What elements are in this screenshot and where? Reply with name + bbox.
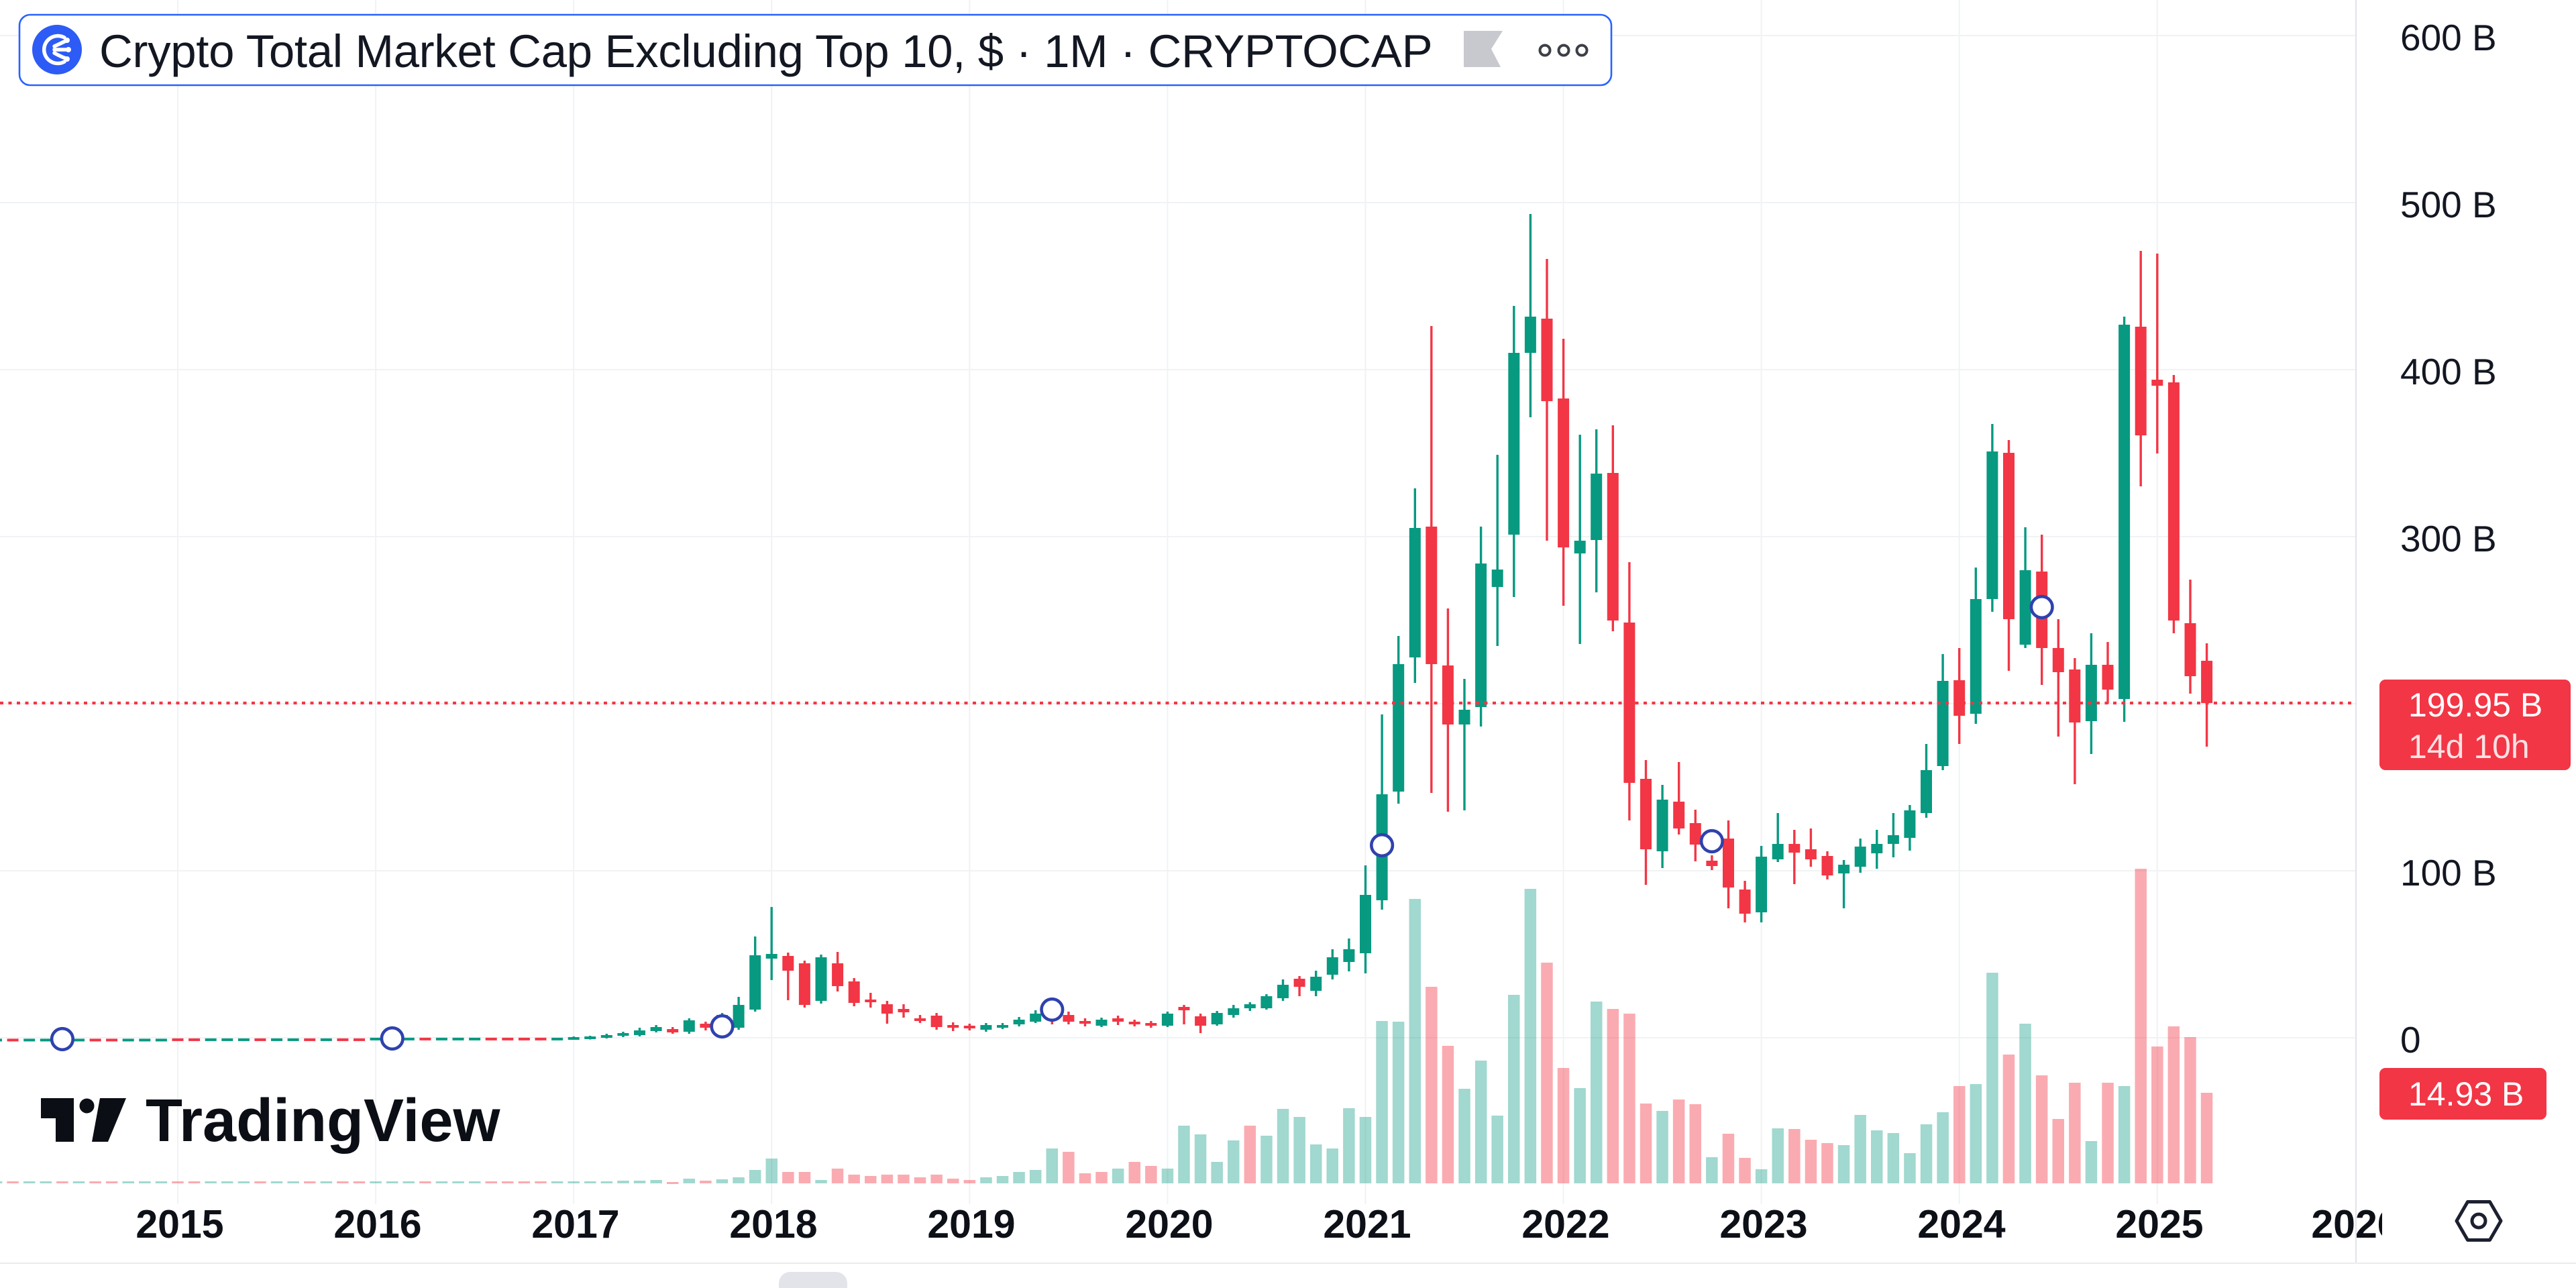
svg-text:0: 0 bbox=[2400, 1019, 2421, 1061]
svg-text:2015: 2015 bbox=[136, 1202, 223, 1246]
svg-text:TradingView: TradingView bbox=[146, 1087, 500, 1155]
svg-text:300 B: 300 B bbox=[2400, 518, 2497, 559]
svg-text:100 B: 100 B bbox=[2400, 852, 2497, 894]
svg-text:400 B: 400 B bbox=[2400, 351, 2497, 392]
svg-text:2022: 2022 bbox=[1521, 1202, 1609, 1246]
svg-text:2023: 2023 bbox=[1719, 1202, 1807, 1246]
svg-text:199.95 B: 199.95 B bbox=[2408, 686, 2542, 724]
svg-text:2016: 2016 bbox=[333, 1202, 421, 1246]
svg-text:500 B: 500 B bbox=[2400, 184, 2497, 225]
svg-text:14.93 B: 14.93 B bbox=[2408, 1075, 2524, 1113]
svg-text:2024: 2024 bbox=[1917, 1202, 2005, 1246]
svg-text:600 B: 600 B bbox=[2400, 17, 2497, 58]
svg-text:2017: 2017 bbox=[531, 1202, 619, 1246]
svg-text:2020: 2020 bbox=[1125, 1202, 1213, 1246]
svg-text:2019: 2019 bbox=[927, 1202, 1015, 1246]
svg-text:2018: 2018 bbox=[729, 1202, 817, 1246]
svg-text:2021: 2021 bbox=[1323, 1202, 1411, 1246]
svg-text:14d 10h: 14d 10h bbox=[2408, 728, 2530, 765]
svg-text:Crypto Total Market Cap Exclud: Crypto Total Market Cap Excluding Top 10… bbox=[99, 25, 1432, 77]
svg-text:2026: 2026 bbox=[2311, 1202, 2399, 1246]
svg-text:2025: 2025 bbox=[2115, 1202, 2203, 1246]
